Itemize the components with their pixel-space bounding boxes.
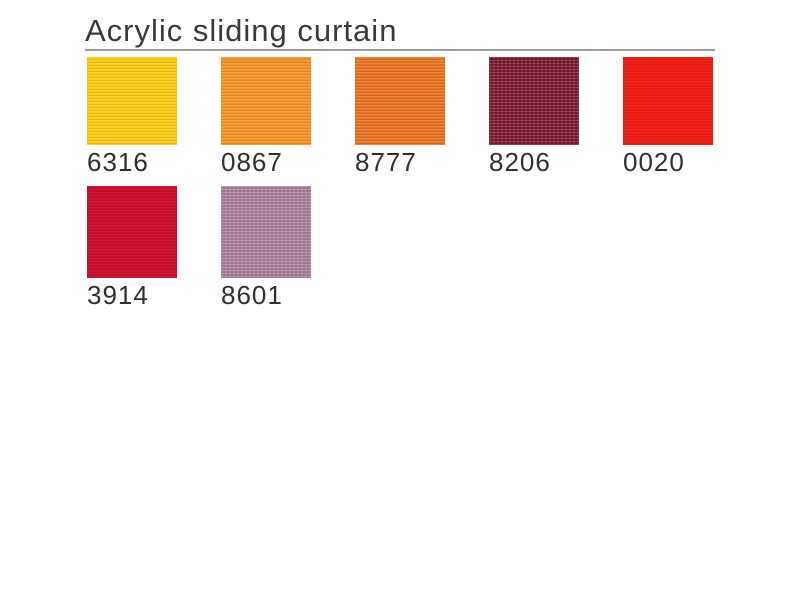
- swatch-code: 3914: [87, 280, 149, 310]
- fabric-swatch[interactable]: [355, 57, 445, 145]
- fabric-swatch[interactable]: [489, 57, 579, 145]
- swatch-grid: 6316 0867 8777 8206 0020 3914 8601: [87, 57, 713, 310]
- swatch-code: 0020: [623, 147, 685, 177]
- swatch-code: 8206: [489, 147, 551, 177]
- fabric-swatch[interactable]: [221, 186, 311, 278]
- swatch-cell: 3914: [87, 186, 177, 310]
- fabric-swatch[interactable]: [221, 57, 311, 145]
- swatch-code: 6316: [87, 147, 149, 177]
- fabric-swatch[interactable]: [623, 57, 713, 145]
- swatch-cell: 0867: [221, 57, 311, 177]
- title-underline: [85, 49, 715, 51]
- fabric-swatch[interactable]: [87, 186, 177, 278]
- swatch-code: 8601: [221, 280, 283, 310]
- swatch-cell: 0020: [623, 57, 713, 177]
- page-title: Acrylic sliding curtain: [85, 13, 398, 48]
- swatch-code: 0867: [221, 147, 283, 177]
- swatch-cell: 8206: [489, 57, 579, 177]
- swatch-cell: 8601: [221, 186, 311, 310]
- swatch-cell: 8777: [355, 57, 445, 177]
- swatch-cell: 6316: [87, 57, 177, 177]
- fabric-swatch[interactable]: [87, 57, 177, 145]
- swatch-code: 8777: [355, 147, 417, 177]
